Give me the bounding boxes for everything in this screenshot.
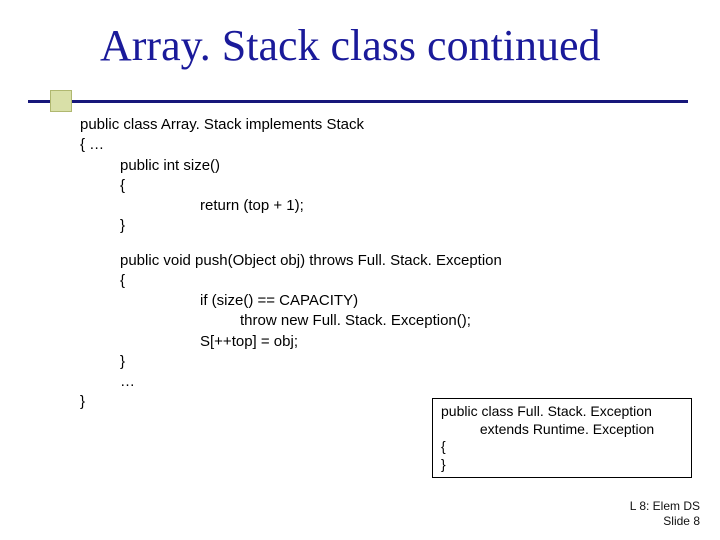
title-accent — [40, 80, 84, 124]
slide-title: Array. Stack class continued — [100, 20, 690, 71]
code-line: { — [80, 176, 680, 196]
code-line: return (top + 1); — [80, 196, 680, 216]
inset-line: public class Full. Stack. Exception — [441, 403, 683, 421]
code-line: … — [80, 372, 680, 392]
code-line: S[++top] = obj; — [80, 332, 680, 352]
code-block: public class Array. Stack implements Sta… — [80, 115, 680, 413]
code-line: } — [80, 352, 680, 372]
inset-code-box: public class Full. Stack. Exception exte… — [432, 398, 692, 478]
code-line: { — [80, 271, 680, 291]
footer-lecture: L 8: Elem DS — [630, 499, 700, 513]
code-line: public void push(Object obj) throws Full… — [80, 251, 680, 271]
slide-footer: L 8: Elem DS Slide 8 — [630, 499, 700, 528]
accent-square — [50, 90, 72, 112]
code-line: if (size() == CAPACITY) — [80, 291, 680, 311]
inset-line: extends Runtime. Exception — [441, 421, 683, 439]
code-line: public class Array. Stack implements Sta… — [80, 115, 680, 135]
code-line: } — [80, 216, 680, 236]
accent-underline — [28, 100, 688, 103]
inset-line: { — [441, 438, 683, 456]
blank-line — [80, 237, 680, 251]
code-line: throw new Full. Stack. Exception(); — [80, 311, 680, 331]
footer-slide-number: Slide 8 — [630, 514, 700, 528]
inset-line: } — [441, 456, 683, 474]
code-line: public int size() — [80, 156, 680, 176]
code-line: { … — [80, 135, 680, 155]
